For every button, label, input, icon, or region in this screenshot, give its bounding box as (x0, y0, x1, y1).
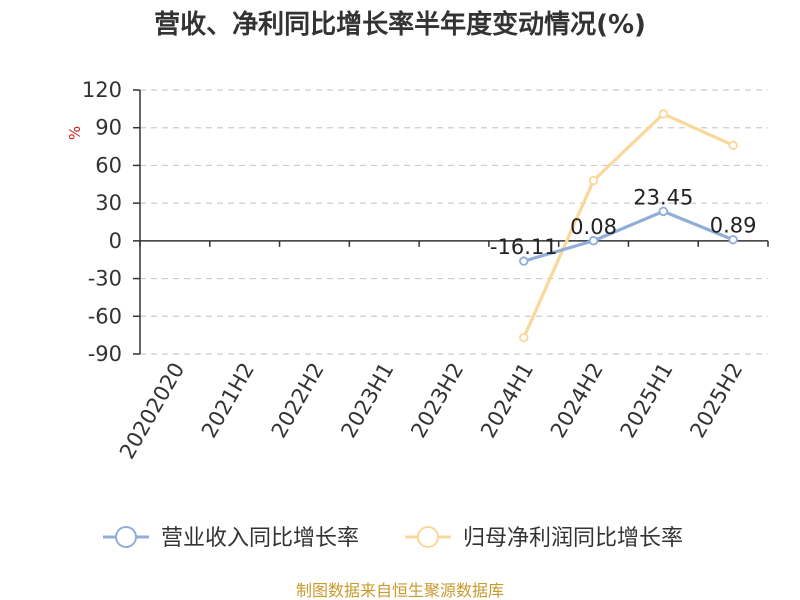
data-point (728, 235, 738, 245)
data-label: 0.08 (570, 215, 617, 239)
y-tick-label: 30 (95, 191, 122, 215)
x-tick-label: 2023H1 (336, 359, 398, 443)
y-tick-label: -60 (88, 304, 122, 328)
data-point (519, 332, 529, 343)
data-label: -16.11 (490, 235, 558, 259)
legend-item: 营业收入同比增长率 (103, 526, 359, 551)
data-point (588, 236, 599, 246)
series-line (523, 209, 734, 263)
legend-label: 营业收入同比增长率 (161, 526, 359, 551)
y-tick-label: -30 (88, 267, 122, 291)
x-tick-label: 2021H2 (197, 359, 259, 443)
y-tick-label: -90 (88, 342, 122, 366)
y-tick-label: 60 (95, 153, 122, 177)
x-tick-label: 2024H2 (546, 359, 608, 443)
legend-swatch-marker (417, 526, 439, 548)
y-tick-label: 90 (95, 116, 122, 140)
x-tick-label: 2022H2 (267, 359, 329, 443)
x-tick-label: 2024H1 (476, 359, 538, 443)
y-tick-label: 120 (82, 78, 122, 102)
data-point (658, 109, 669, 119)
x-tick-label: 2023H2 (406, 359, 468, 443)
data-point (519, 256, 529, 266)
x-tick-label: 20202020 (115, 359, 189, 464)
legend-label: 归母净利润同比增长率 (463, 526, 683, 551)
y-tick-label: 0 (109, 229, 122, 253)
legend-item: 归母净利润同比增长率 (405, 526, 683, 551)
source-note: 制图数据来自恒生聚源数据库 (296, 581, 504, 600)
x-tick-label: 2025H2 (685, 359, 747, 443)
y-axis-unit: % (66, 126, 84, 140)
data-point (588, 175, 599, 186)
chart-title: 营收、净利同比增长率半年度变动情况(%) (154, 9, 646, 40)
series-line (522, 112, 734, 339)
data-label: 0.89 (710, 214, 757, 238)
x-tick-label: 2025H1 (616, 359, 678, 443)
data-point (728, 140, 738, 151)
data-point (658, 206, 669, 217)
legend-swatch-marker (115, 526, 137, 548)
data-label: 23.45 (633, 185, 693, 209)
